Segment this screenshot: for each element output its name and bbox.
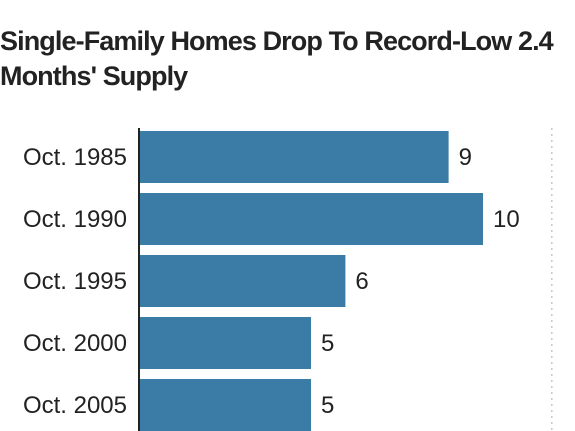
value-label: 5 <box>321 392 334 419</box>
value-label: 6 <box>355 268 368 295</box>
bar-2 <box>139 255 346 307</box>
bar-chart: Oct. 1985 9 Oct. 1990 10 Oct. 1995 6 Oct. 2000… <box>0 118 575 431</box>
bar-chart-svg: Oct. 1985 9 Oct. 1990 10 Oct. 1995 6 Oct. 2000… <box>23 128 553 431</box>
category-label: Oct. 1990 <box>23 206 127 233</box>
chart-title: Single-Family Homes Drop To Record-Low 2… <box>0 26 554 91</box>
bar-4 <box>139 379 311 431</box>
category-label: Oct. 1995 <box>23 268 127 295</box>
bar-3 <box>139 317 311 369</box>
category-label: Oct. 2000 <box>23 330 127 357</box>
value-label: 9 <box>459 144 472 171</box>
bar-0 <box>139 131 449 183</box>
category-label: Oct. 1985 <box>23 144 127 171</box>
bar-1 <box>139 193 483 245</box>
category-label: Oct. 2005 <box>23 392 127 419</box>
bars-layer: Oct. 1985 9 Oct. 1990 10 Oct. 1995 6 Oct. 2000… <box>23 131 520 431</box>
value-label: 10 <box>493 206 520 233</box>
value-label: 5 <box>321 330 334 357</box>
